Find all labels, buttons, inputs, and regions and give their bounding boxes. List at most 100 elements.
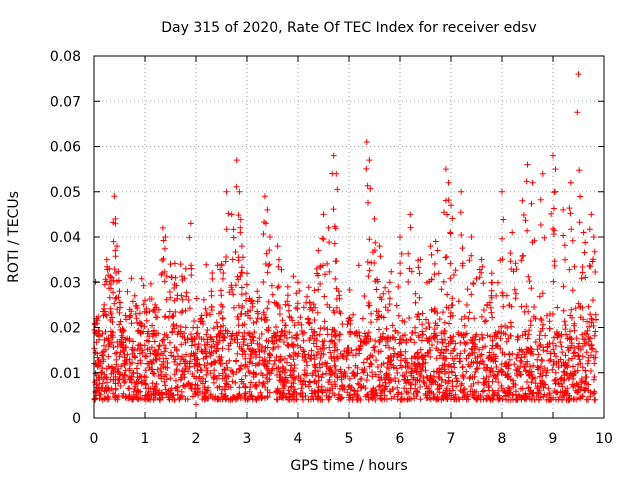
data-point	[583, 374, 590, 380]
data-point	[92, 396, 98, 403]
data-point	[380, 290, 387, 297]
data-point	[586, 323, 593, 330]
data-point	[460, 375, 467, 381]
data-point	[311, 335, 318, 342]
data-point	[128, 320, 135, 327]
data-point	[440, 309, 446, 316]
data-point	[191, 318, 198, 325]
data-point	[504, 370, 511, 377]
data-point	[536, 343, 543, 349]
data-point	[365, 273, 372, 280]
data-point	[264, 305, 271, 312]
data-point	[194, 346, 201, 353]
data-point	[148, 360, 155, 367]
data-point	[118, 363, 125, 370]
data-point	[242, 310, 249, 317]
data-point	[172, 356, 179, 363]
data-point	[401, 385, 408, 392]
data-point	[481, 361, 487, 368]
data-point	[222, 258, 229, 265]
data-point	[186, 305, 193, 312]
data-point	[478, 256, 485, 263]
data-point	[258, 347, 265, 354]
data-point	[387, 388, 394, 395]
data-point	[378, 313, 385, 320]
data-point	[442, 370, 448, 377]
data-point	[505, 365, 512, 372]
data-point	[366, 157, 373, 164]
data-point	[95, 328, 102, 335]
data-point	[294, 331, 301, 338]
data-point	[487, 354, 494, 361]
data-point	[198, 312, 205, 319]
data-point	[363, 165, 370, 172]
data-point	[550, 152, 556, 159]
data-point	[312, 372, 319, 379]
data-points	[91, 71, 599, 408]
data-point	[334, 374, 341, 381]
data-point	[537, 222, 544, 228]
data-point	[292, 376, 299, 383]
data-point	[356, 381, 362, 388]
data-point	[254, 298, 261, 305]
data-point	[101, 281, 108, 288]
data-point	[520, 212, 527, 218]
data-point	[107, 309, 114, 315]
data-point	[546, 318, 553, 325]
data-point	[372, 239, 379, 246]
data-point	[110, 344, 117, 351]
data-point	[202, 378, 209, 385]
data-point	[488, 279, 495, 286]
data-point	[264, 269, 271, 276]
data-point	[244, 270, 250, 277]
data-point	[204, 367, 211, 374]
data-point	[351, 372, 358, 379]
data-point	[386, 344, 393, 351]
data-point	[207, 391, 214, 398]
data-point	[499, 289, 506, 296]
data-point	[374, 278, 381, 285]
data-point	[443, 387, 450, 394]
data-point	[244, 396, 251, 403]
data-point	[327, 349, 334, 356]
data-point	[477, 392, 484, 399]
data-point	[193, 295, 200, 302]
data-point	[300, 337, 307, 344]
data-point	[446, 320, 453, 327]
data-point	[273, 354, 280, 360]
data-point	[173, 367, 180, 374]
data-point	[540, 344, 547, 351]
data-point	[551, 334, 558, 341]
data-point	[550, 205, 557, 212]
data-point	[455, 331, 462, 338]
data-point	[419, 321, 426, 328]
data-point	[499, 256, 506, 263]
data-point	[300, 396, 306, 403]
data-point	[247, 393, 254, 400]
data-point	[100, 351, 106, 358]
x-tick-label: 0	[90, 431, 99, 447]
data-point	[234, 339, 241, 346]
data-point	[569, 371, 575, 378]
data-point	[426, 385, 432, 392]
data-point	[103, 374, 110, 381]
data-point	[101, 308, 108, 315]
data-point	[581, 336, 588, 343]
data-point	[373, 357, 380, 364]
data-point	[152, 301, 159, 308]
data-point	[225, 373, 232, 380]
data-point	[210, 350, 217, 356]
data-point	[484, 332, 491, 339]
data-point	[521, 354, 528, 360]
data-point	[590, 297, 596, 304]
data-point	[590, 322, 597, 329]
data-point	[445, 197, 452, 203]
data-point	[321, 293, 328, 300]
data-point	[530, 351, 536, 358]
data-point	[220, 275, 226, 282]
data-point	[303, 372, 310, 379]
data-point	[276, 305, 283, 311]
data-point	[326, 239, 333, 246]
data-point	[390, 354, 397, 360]
data-point	[185, 297, 192, 303]
